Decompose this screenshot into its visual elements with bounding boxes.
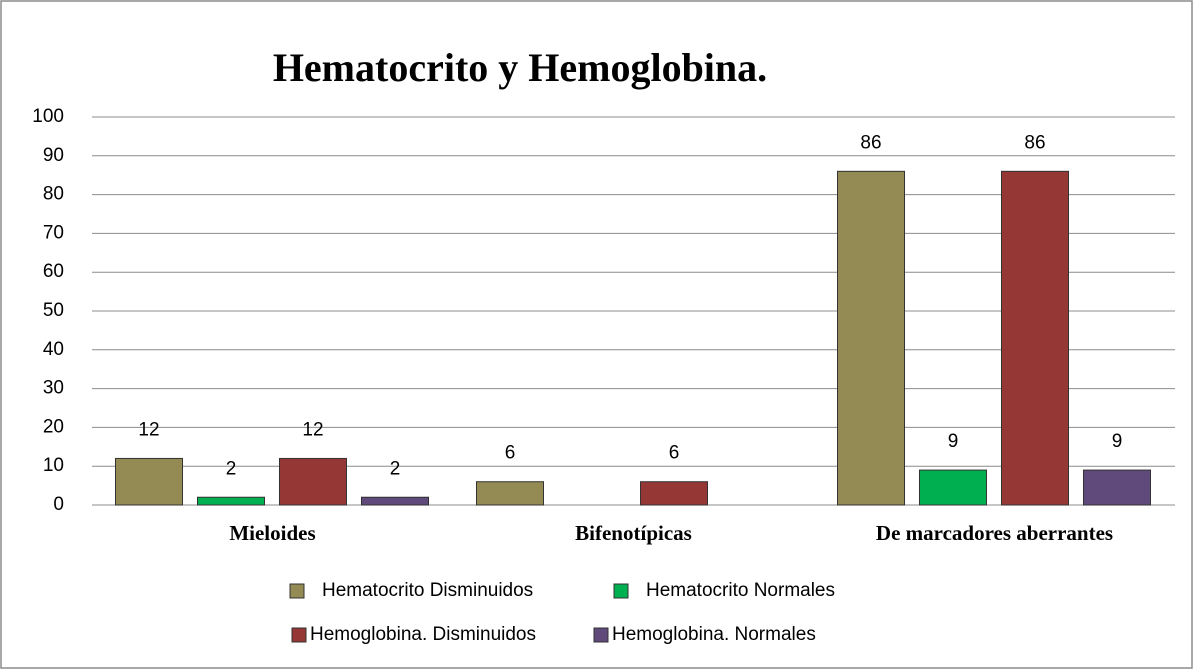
data-label: 6 — [505, 443, 516, 464]
data-label: 9 — [1112, 431, 1123, 452]
y-tick-label: 20 — [43, 416, 64, 437]
y-tick-label: 10 — [43, 455, 64, 476]
chart-title: Hematocrito y Hemoglobina. — [273, 45, 767, 90]
bar — [115, 457, 183, 506]
data-label: 12 — [302, 419, 323, 440]
data-label: 9 — [948, 431, 959, 452]
y-tick-label: 80 — [43, 184, 64, 205]
legend-swatch — [613, 583, 629, 599]
legend-label: Hemoglobina. Normales — [612, 624, 816, 645]
data-label: 86 — [1024, 132, 1045, 153]
x-tick-label: Mieloides — [229, 521, 315, 545]
legend-swatch — [289, 583, 305, 599]
bar — [1083, 469, 1151, 506]
bar — [197, 496, 265, 506]
y-tick-label: 30 — [43, 378, 64, 399]
data-label: 12 — [138, 419, 159, 440]
y-tick-label: 90 — [43, 145, 64, 166]
legend-label: Hematocrito Normales — [646, 580, 835, 601]
bar — [476, 481, 544, 506]
data-label: 2 — [390, 458, 401, 479]
y-tick-label: 0 — [53, 494, 64, 515]
data-label: 86 — [860, 132, 881, 153]
bar — [279, 457, 347, 506]
bar — [919, 469, 987, 506]
y-tick-label: 70 — [43, 222, 64, 243]
legend-swatch — [593, 627, 609, 643]
data-label: 2 — [226, 458, 237, 479]
bar — [837, 170, 905, 506]
legend-swatch — [291, 627, 307, 643]
bar — [1001, 170, 1069, 506]
y-tick-label: 50 — [43, 300, 64, 321]
bar — [361, 496, 429, 506]
bar — [640, 481, 708, 506]
data-label: 6 — [669, 443, 680, 464]
x-tick-label: Bifenotípicas — [575, 521, 692, 545]
x-tick-label: De marcadores aberrantes — [876, 521, 1113, 545]
y-tick-label: 100 — [32, 106, 64, 127]
y-tick-label: 40 — [43, 339, 64, 360]
y-tick-label: 60 — [43, 261, 64, 282]
legend-label: Hemoglobina. Disminuidos — [310, 624, 536, 645]
legend-label: Hematocrito Disminuidos — [322, 580, 533, 601]
